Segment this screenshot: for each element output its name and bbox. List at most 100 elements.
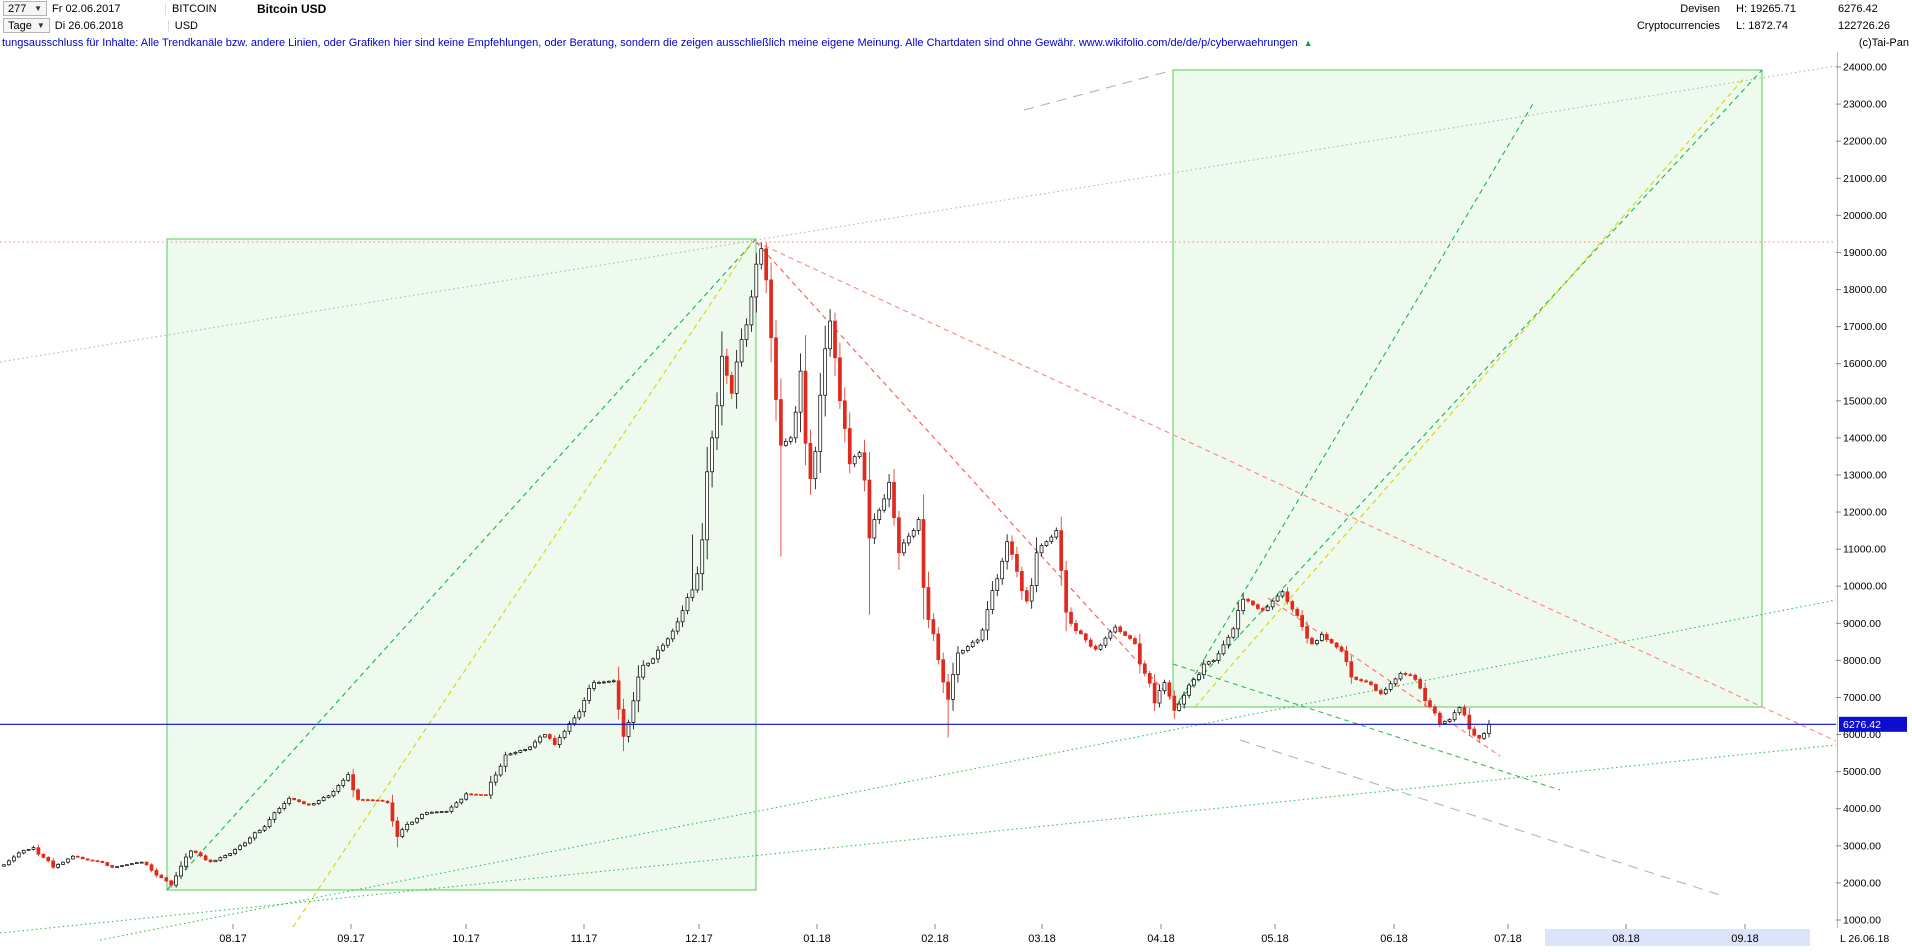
candle-body [577, 711, 582, 719]
candle-body [149, 864, 154, 871]
price-axis-label: 3000.00 [1843, 840, 1881, 852]
candle-body [665, 638, 670, 646]
candle-body [1015, 554, 1019, 572]
start-date-field[interactable]: Fr 02.06.2017 [52, 2, 121, 15]
candle-body [1452, 712, 1457, 721]
candle-body [951, 674, 955, 700]
candle-body [469, 793, 473, 796]
candle-body [1428, 700, 1432, 708]
candle-body [311, 803, 316, 806]
chart-area[interactable]: 1000.00 2000.00 3000.00 4000.00 5000.00 6000.… [0, 52, 1912, 952]
candle-body [1162, 682, 1167, 692]
candle-body [139, 861, 144, 864]
candle-body [341, 779, 346, 786]
price-axis-label: 4000.00 [1843, 803, 1881, 815]
price-axis-label: 5000.00 [1843, 766, 1881, 778]
candle-body [931, 619, 936, 635]
candle-body [1197, 674, 1201, 681]
candle-body [1064, 570, 1068, 613]
candle-body [941, 659, 946, 683]
candle-body [95, 860, 100, 863]
time-axis-label: 08.18 [1612, 933, 1640, 945]
candle-body [115, 866, 119, 868]
candle-body [1128, 635, 1132, 639]
time-axis-label: 04.18 [1147, 933, 1175, 945]
disclaimer-bar: tungsausschluss für Inhalte: Alle Trendk… [0, 34, 1912, 52]
candle-body [872, 519, 877, 539]
price-axis-label: 12000.00 [1843, 507, 1887, 519]
candle-body [51, 860, 56, 868]
candle-body [366, 799, 370, 801]
price-axis-label: 8000.00 [1843, 655, 1881, 667]
time-axis-label: 08.17 [219, 933, 247, 945]
price-axis-label: 10000.00 [1843, 581, 1887, 593]
current-price-tag: 6276.42 [1839, 716, 1907, 732]
price-axis-label: 7000.00 [1843, 692, 1881, 704]
price-chart[interactable]: 1000.00 2000.00 3000.00 4000.00 5000.00 6000.… [0, 52, 1912, 952]
gray-dash-bottom [1239, 739, 1721, 896]
price-axis-label: 6000.00 [1843, 729, 1881, 741]
price-axis-label: 18000.00 [1843, 284, 1887, 296]
candle-body [189, 850, 193, 858]
trendlines [0, 65, 1837, 941]
candle-body [759, 248, 764, 265]
candle-body [1246, 598, 1250, 602]
candle-body [110, 865, 115, 868]
chart-title: Bitcoin USD [257, 1, 327, 16]
candle-body [36, 847, 41, 855]
candle-body [1152, 682, 1157, 704]
candle-body [85, 858, 90, 861]
candle-body [690, 589, 695, 598]
candle-body [720, 355, 724, 407]
candle-body [223, 855, 228, 859]
candle-body [592, 682, 596, 689]
candle-body [351, 774, 355, 791]
candle-body [700, 539, 705, 575]
candle-body [238, 845, 242, 850]
candle-body [248, 837, 252, 844]
candle-body [1157, 690, 1162, 704]
end-date-field[interactable]: Di 26.06.2018 [54, 19, 124, 32]
candle-body [729, 374, 734, 394]
candle-body [390, 802, 395, 822]
candle-body [1221, 644, 1226, 655]
candle-body [1113, 626, 1118, 633]
candle-body [685, 597, 690, 612]
time-axis-label: 10.17 [452, 933, 480, 945]
candle-body [1167, 682, 1172, 697]
support-dotted-green-1 [0, 744, 1837, 934]
candle-body [783, 441, 788, 446]
price-axis-label: 2000.00 [1843, 877, 1881, 889]
time-axis-label: 12.17 [685, 933, 713, 945]
candle-body [1369, 681, 1373, 685]
price-axis-label: 11000.00 [1843, 544, 1886, 556]
candle-body [213, 859, 218, 863]
candle-body [852, 456, 857, 465]
candle-body [1300, 615, 1304, 627]
candle-body [1069, 611, 1073, 624]
candle-body [892, 482, 896, 519]
candle-body [528, 746, 532, 750]
period-dropdown[interactable]: Tage ▼ [3, 18, 50, 33]
candle-body [724, 355, 729, 376]
candle-body [1182, 694, 1186, 705]
candle-body [715, 405, 719, 439]
candle-body [543, 734, 547, 738]
bars-count-dropdown[interactable]: 277 ▼ [3, 1, 47, 16]
candle-body [1187, 684, 1191, 696]
candle-body [498, 765, 503, 776]
candle-body [1359, 679, 1364, 682]
candle-body [533, 741, 537, 748]
candle-body [710, 437, 714, 473]
candle-body [415, 818, 419, 823]
candle-body [129, 863, 134, 866]
candle-body [936, 633, 941, 661]
header-row-1: 277 ▼ Fr 02.06.2017 BITCOIN Bitcoin USD … [0, 0, 1912, 17]
candle-body [1211, 660, 1216, 663]
price-axis-label: 24000.00 [1843, 62, 1887, 74]
candle-body [405, 823, 410, 831]
candle-body [56, 864, 60, 868]
candle-body [828, 320, 832, 350]
candle-body [774, 337, 778, 400]
candle-body [705, 471, 710, 541]
